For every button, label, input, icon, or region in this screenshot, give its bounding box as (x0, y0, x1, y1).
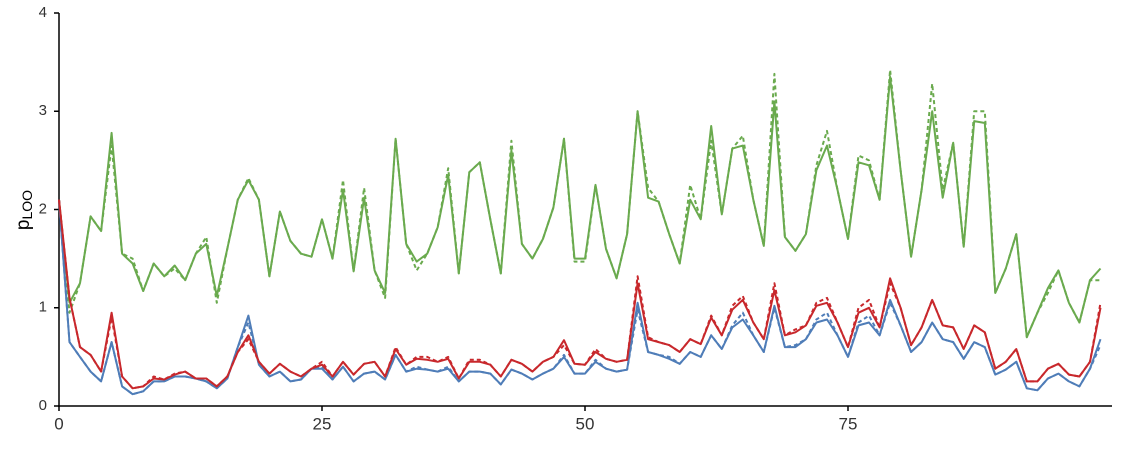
x-tick-label: 50 (576, 414, 595, 433)
y-tick-label: 4 (39, 4, 47, 21)
y-axis-label-main: p (13, 220, 34, 231)
y-axis-label: pLOO (13, 190, 35, 230)
x-tick-label: 0 (54, 414, 63, 433)
dashed-line (58, 69, 1101, 339)
y-tick-label: 1 (39, 299, 47, 316)
dashed-line (58, 199, 1102, 390)
x-tick-label: 75 (839, 414, 858, 433)
y-axis-label-sub: LOO (19, 190, 35, 220)
y-tick-label: 0 (39, 397, 47, 414)
x-tick-label: 25 (313, 414, 332, 433)
y-tick-label: 2 (39, 200, 47, 217)
y-tick-label: 3 (39, 102, 47, 119)
line (58, 75, 1102, 339)
